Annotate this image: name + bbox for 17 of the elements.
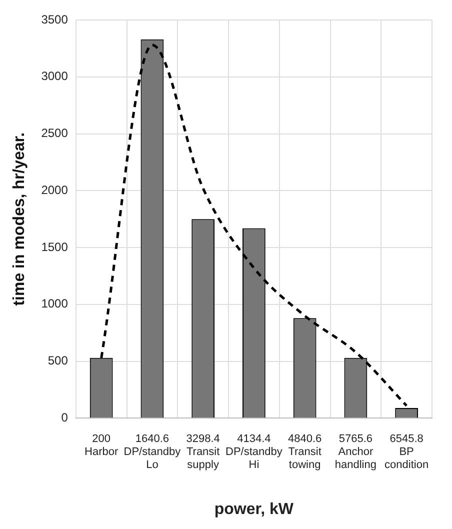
x-tick-label: 4840.6 Transit towing <box>288 432 322 472</box>
y-tick-label: 1500 <box>41 240 68 254</box>
x-tick-label: 6545.8 BP condition <box>384 432 429 472</box>
y-tick-label: 0 <box>61 410 68 425</box>
y-tick-label: 1000 <box>41 296 68 311</box>
y-axis-title: time in modes, hr/year. <box>11 132 28 306</box>
x-axis-title: power, kW <box>214 500 294 518</box>
y-tick-label: 2000 <box>41 182 68 197</box>
y-tick-label: 500 <box>48 354 68 368</box>
y-tick-label: 3500 <box>41 12 68 26</box>
x-tick-label: 4134.4 DP/standby Hi <box>226 432 283 472</box>
y-tick-label: 3000 <box>41 69 68 84</box>
x-tick-label: 3298.4 Transit supply <box>186 432 220 472</box>
x-tick-label: 200 Harbor <box>84 432 118 458</box>
x-tick-label: 1640.6 DP/standby Lo <box>124 432 182 472</box>
y-tick-label: 2500 <box>41 126 68 140</box>
x-tick-label: 5765.6 Anchor handling <box>334 432 376 472</box>
